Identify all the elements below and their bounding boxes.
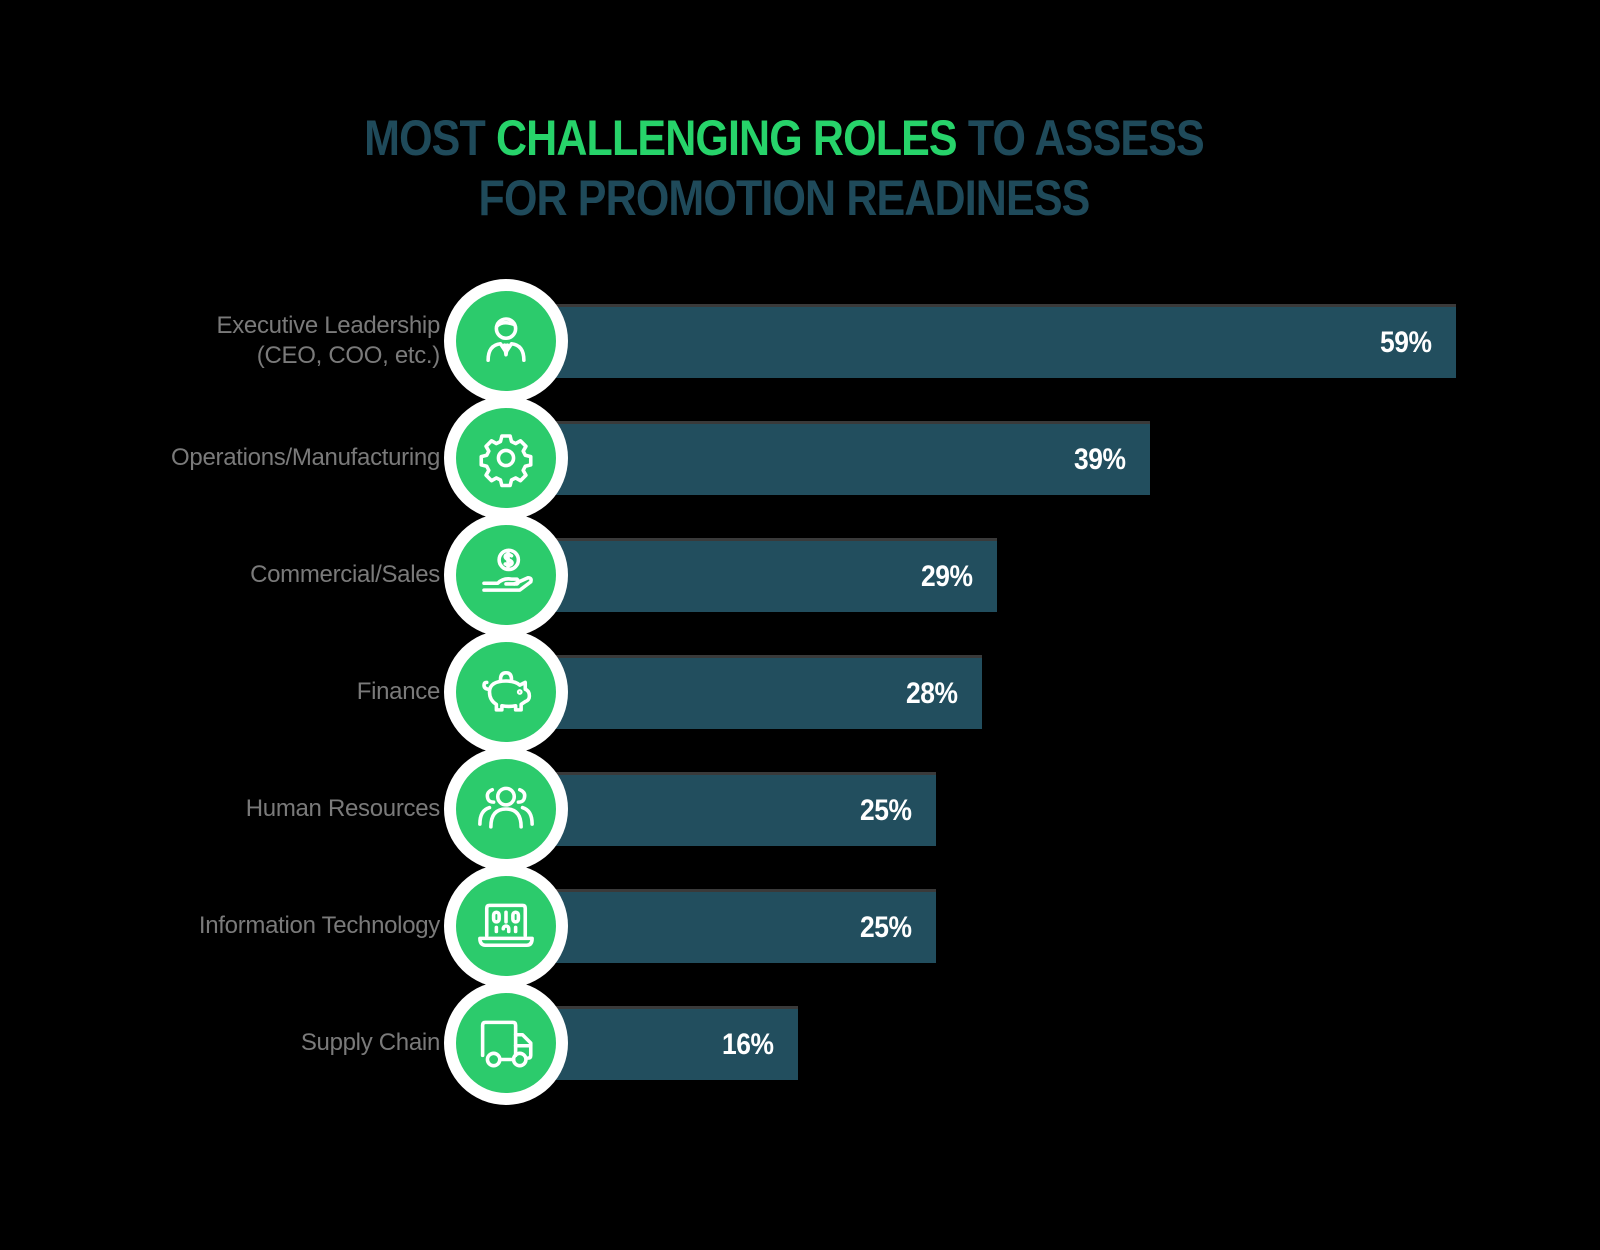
- bar-value-label: 25%: [860, 793, 912, 827]
- category-label: Executive Leadership (CEO, COO, etc.): [216, 312, 441, 369]
- laptop-binary-icon: [478, 903, 534, 948]
- people-group-icon: [478, 786, 534, 829]
- bar-value-label: 59%: [1380, 325, 1432, 359]
- category-label: Finance: [356, 678, 441, 705]
- category-badge: [444, 630, 568, 754]
- category-badge: [444, 981, 568, 1105]
- category-badge: [444, 747, 568, 871]
- bar-value-label: 25%: [860, 910, 912, 944]
- bar: 25%: [553, 889, 936, 963]
- executive-person-icon: [486, 317, 526, 363]
- bar: 39%: [553, 421, 1150, 495]
- hand-coin-dollar-icon: [482, 548, 533, 592]
- bar: 29%: [553, 538, 997, 612]
- category-badge: [444, 864, 568, 988]
- gear-icon: [479, 434, 533, 488]
- bar-value-label: 28%: [906, 676, 958, 710]
- bar: 59%: [553, 304, 1456, 378]
- title-line-1: MOST CHALLENGING ROLES TO ASSESS: [364, 110, 1205, 166]
- chart-row: Information Technology 25%: [0, 864, 1600, 988]
- category-label: Commercial/Sales: [250, 561, 440, 588]
- bar-value-label: 39%: [1074, 442, 1126, 476]
- chart-row: Human Resources 25%: [0, 747, 1600, 871]
- category-badge: [444, 396, 568, 520]
- chart-row: Commercial/Sales 29%: [0, 513, 1600, 637]
- category-label: Human Resources: [245, 795, 441, 822]
- bar: 28%: [553, 655, 982, 729]
- chart-title: MOST CHALLENGING ROLES TO ASSESS FOR PRO…: [110, 108, 1458, 228]
- bar: 25%: [553, 772, 936, 846]
- chart-row: Operations/Manufacturing 39%: [0, 396, 1600, 520]
- title-line-2: FOR PROMOTION READINESS: [478, 170, 1091, 226]
- piggy-bank-icon: [482, 670, 532, 712]
- bar-value-label: 16%: [722, 1027, 774, 1061]
- delivery-truck-icon: [480, 1020, 533, 1068]
- chart-row: Executive Leadership (CEO, COO, etc.) 59%: [0, 279, 1600, 403]
- category-label: Supply Chain: [300, 1029, 440, 1056]
- category-badge: [444, 279, 568, 403]
- chart-row: Supply Chain 16%: [0, 981, 1600, 1105]
- bar-value-label: 29%: [921, 559, 973, 593]
- title-highlight: CHALLENGING ROLES: [495, 110, 958, 166]
- category-label: Information Technology: [198, 912, 440, 939]
- chart-row: Finance 28%: [0, 630, 1600, 754]
- bar: 16%: [553, 1006, 798, 1080]
- category-label: Operations/Manufacturing: [171, 444, 440, 471]
- category-badge: [444, 513, 568, 637]
